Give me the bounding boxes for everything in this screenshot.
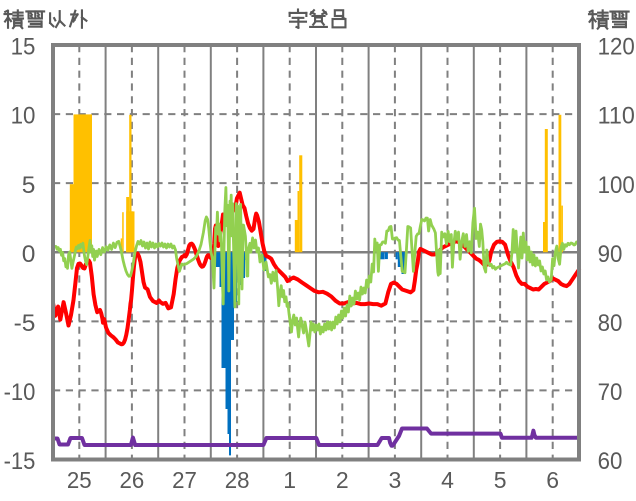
svg-text:-15: -15 (4, 448, 36, 475)
svg-text:-10: -10 (4, 379, 36, 406)
svg-text:6: 6 (546, 467, 559, 493)
svg-text:1: 1 (283, 467, 296, 493)
svg-text:5: 5 (22, 172, 36, 199)
svg-text:-5: -5 (14, 310, 36, 337)
svg-text:28: 28 (225, 467, 250, 493)
svg-text:10: 10 (11, 103, 36, 130)
svg-text:80: 80 (598, 310, 623, 337)
svg-text:60: 60 (598, 448, 623, 475)
svg-text:70: 70 (598, 379, 623, 406)
svg-text:90: 90 (598, 241, 623, 268)
svg-text:15: 15 (11, 34, 36, 61)
svg-text:5: 5 (494, 467, 507, 493)
svg-text:27: 27 (172, 467, 197, 493)
svg-text:3: 3 (389, 467, 402, 493)
svg-text:100: 100 (598, 172, 635, 199)
svg-text:110: 110 (598, 103, 635, 130)
svg-text:120: 120 (598, 34, 635, 61)
svg-text:0: 0 (22, 241, 36, 268)
svg-text:26: 26 (120, 467, 145, 493)
svg-text:4: 4 (441, 467, 454, 493)
svg-text:2: 2 (336, 467, 349, 493)
svg-text:25: 25 (67, 467, 92, 493)
